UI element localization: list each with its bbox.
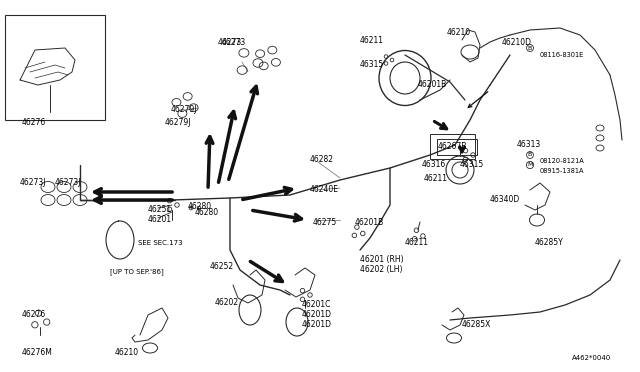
Text: 46279J: 46279J: [171, 105, 198, 114]
Text: 46201: 46201: [148, 215, 172, 224]
Text: A462*0040: A462*0040: [572, 355, 611, 361]
Text: 46275: 46275: [313, 218, 337, 227]
Bar: [5, 15, 105, 120]
Text: 46211: 46211: [405, 238, 429, 247]
Text: 46273: 46273: [222, 38, 246, 47]
Text: 46313: 46313: [517, 140, 541, 149]
Text: 46280: 46280: [195, 208, 219, 217]
Text: 08120-8121A: 08120-8121A: [540, 158, 585, 164]
Text: 46273: 46273: [218, 38, 243, 47]
Text: 46276M: 46276M: [22, 348, 53, 357]
Text: 46315: 46315: [460, 160, 484, 169]
Text: [UP TO SEP.'86]: [UP TO SEP.'86]: [110, 268, 164, 275]
Text: 46280: 46280: [188, 202, 212, 211]
Text: M: M: [527, 163, 532, 167]
Text: 46285Y: 46285Y: [535, 238, 564, 247]
Text: 46252: 46252: [210, 262, 234, 271]
Text: B: B: [528, 45, 532, 51]
Text: 46202: 46202: [215, 298, 239, 307]
Text: 46273J: 46273J: [55, 178, 81, 187]
Text: 46202 (LH): 46202 (LH): [360, 265, 403, 274]
Text: 08915-1381A: 08915-1381A: [540, 168, 584, 174]
Text: 46282: 46282: [310, 155, 334, 164]
Text: 46201 (RH): 46201 (RH): [360, 255, 404, 264]
Text: 46210: 46210: [115, 348, 139, 357]
Text: 46285X: 46285X: [462, 320, 492, 329]
Text: SEE SEC.173: SEE SEC.173: [138, 240, 182, 246]
Text: 46340D: 46340D: [490, 195, 520, 204]
Text: 46210D: 46210D: [502, 38, 532, 47]
Text: 46201D: 46201D: [302, 310, 332, 319]
Text: 46201C: 46201C: [302, 300, 332, 309]
Text: 46279J: 46279J: [165, 118, 191, 127]
Text: 46273J: 46273J: [20, 178, 47, 187]
Text: 46201D: 46201D: [302, 320, 332, 329]
Text: 46316: 46316: [422, 160, 446, 169]
Text: 46201B: 46201B: [355, 218, 384, 227]
Text: 46251: 46251: [148, 205, 172, 214]
Text: 46211: 46211: [360, 36, 384, 45]
Text: B: B: [528, 153, 532, 157]
Text: 46240E: 46240E: [310, 185, 339, 194]
Text: 46267B: 46267B: [438, 142, 467, 151]
Text: 46276: 46276: [22, 310, 46, 319]
Text: 46211: 46211: [424, 174, 448, 183]
Text: 08116-8301E: 08116-8301E: [540, 52, 584, 58]
Text: 46276: 46276: [22, 118, 46, 127]
Text: 46315: 46315: [360, 60, 384, 69]
Text: 46210: 46210: [447, 28, 471, 37]
Text: 46201B: 46201B: [418, 80, 447, 89]
